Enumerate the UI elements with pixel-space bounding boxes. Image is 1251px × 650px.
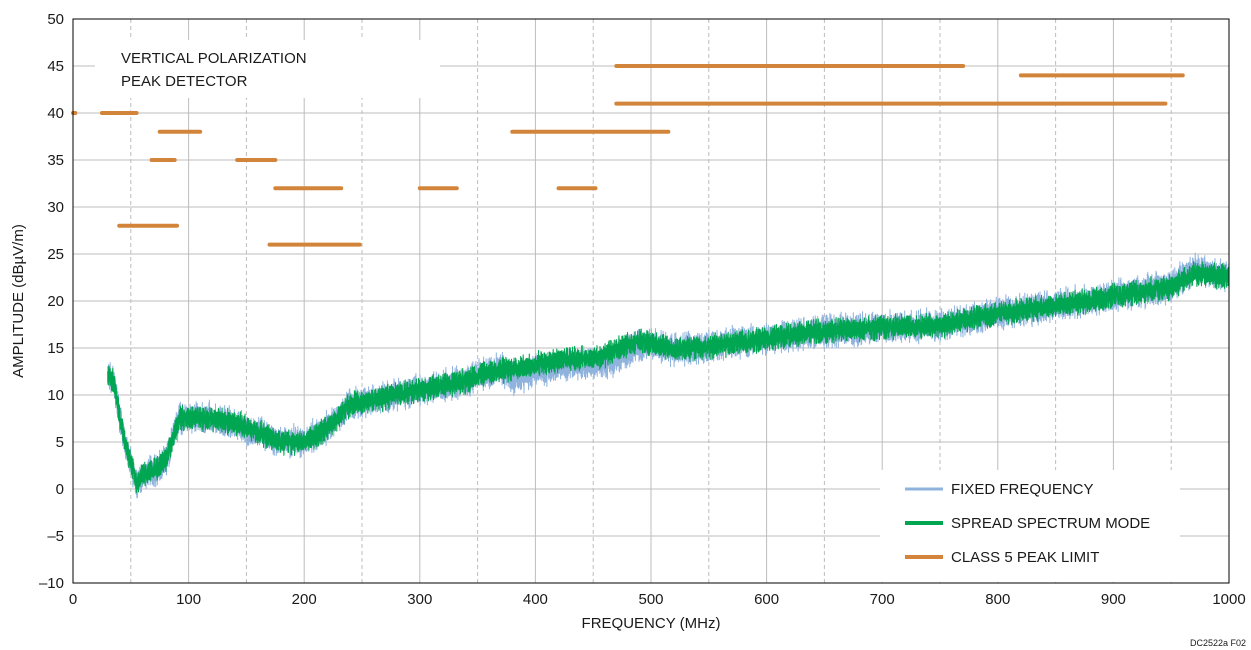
x-tick-label: 300 — [407, 591, 432, 608]
annotation-box: VERTICAL POLARIZATION PEAK DETECTOR — [95, 40, 440, 98]
y-tick-label: 25 — [47, 246, 64, 263]
x-tick-label: 100 — [176, 591, 201, 608]
series-layer — [107, 252, 1230, 499]
y-tick-label: 20 — [47, 293, 64, 310]
x-tick-label: 0 — [69, 591, 77, 608]
x-tick-label: 1000 — [1212, 591, 1245, 608]
y-tick-label: 0 — [56, 481, 64, 498]
x-tick-label: 500 — [638, 591, 663, 608]
x-tick-label: 600 — [754, 591, 779, 608]
y-tick-label: 50 — [47, 11, 64, 28]
annotation-line-detector: PEAK DETECTOR — [121, 73, 248, 90]
y-tick-label: –5 — [47, 528, 64, 545]
x-tick-label: 900 — [1101, 591, 1126, 608]
legend-label-fixed-frequency: FIXED FREQUENCY — [951, 481, 1094, 498]
class5-limit-segments — [71, 64, 1185, 247]
legend-label-class5-limit: CLASS 5 PEAK LIMIT — [951, 549, 1099, 566]
x-tick-label: 200 — [292, 591, 317, 608]
x-tick-label: 400 — [523, 591, 548, 608]
annotation-line-polarization: VERTICAL POLARIZATION — [121, 50, 307, 67]
figure-id: DC2522a F02 — [1190, 638, 1246, 648]
x-tick-label: 800 — [985, 591, 1010, 608]
x-axis-title: FREQUENCY (MHz) — [582, 615, 721, 632]
y-tick-label: 40 — [47, 105, 64, 122]
legend-label-spread-spectrum: SPREAD SPECTRUM MODE — [951, 515, 1150, 532]
y-tick-label: 15 — [47, 340, 64, 357]
y-tick-label: 30 — [47, 199, 64, 216]
y-tick-label: 35 — [47, 152, 64, 169]
plot-frame — [72, 18, 1230, 584]
y-axis-title: AMPLITUDE (dBµV/m) — [10, 224, 27, 378]
y-tick-label: 5 — [56, 434, 64, 451]
y-tick-label: 45 — [47, 58, 64, 75]
y-tick-label: 10 — [47, 387, 64, 404]
x-tick-label: 700 — [870, 591, 895, 608]
legend: FIXED FREQUENCY SPREAD SPECTRUM MODE CLA… — [880, 470, 1180, 582]
y-tick-label: –10 — [39, 575, 64, 592]
series-spread-spectrum-line — [107, 261, 1230, 494]
